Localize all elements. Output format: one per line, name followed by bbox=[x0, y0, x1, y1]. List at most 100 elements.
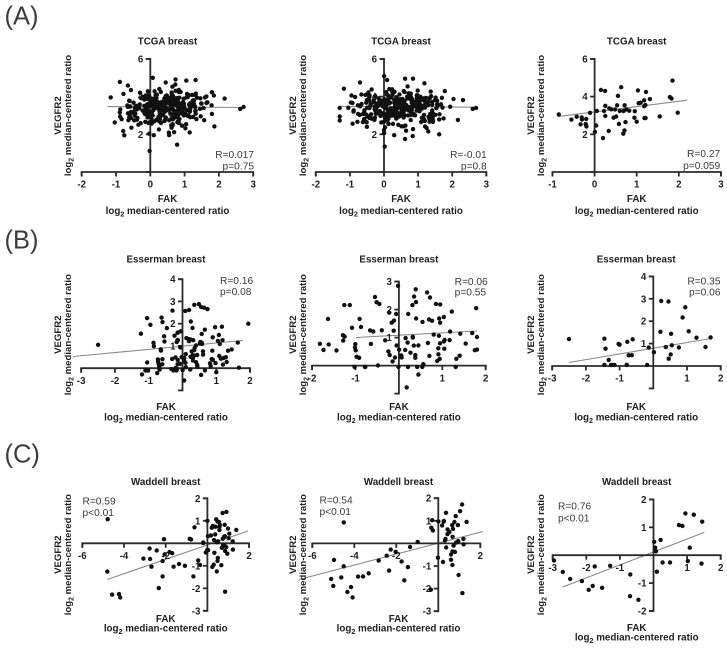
svg-text:R=0.54: R=0.54 bbox=[320, 496, 353, 507]
svg-text:p=0.06: p=0.06 bbox=[689, 288, 721, 299]
svg-text:(A): (A) bbox=[5, 2, 39, 30]
svg-text:2: 2 bbox=[247, 376, 252, 387]
svg-text:R=0.06: R=0.06 bbox=[455, 277, 488, 288]
svg-text:-3: -3 bbox=[548, 563, 557, 574]
svg-text:1: 1 bbox=[214, 376, 220, 387]
svg-text:Esserman breast: Esserman breast bbox=[127, 254, 207, 265]
svg-text:FAK: FAK bbox=[156, 614, 176, 625]
svg-text:1: 1 bbox=[170, 341, 176, 352]
svg-text:p=0.75: p=0.75 bbox=[223, 162, 255, 173]
svg-text:2: 2 bbox=[450, 180, 455, 191]
svg-text:R=0.35: R=0.35 bbox=[687, 276, 720, 287]
svg-text:2: 2 bbox=[138, 130, 143, 141]
svg-text:-3: -3 bbox=[423, 607, 432, 618]
svg-text:-1: -1 bbox=[112, 180, 121, 191]
svg-text:TCGA breast: TCGA breast bbox=[607, 36, 667, 47]
svg-text:-6: -6 bbox=[78, 551, 87, 562]
svg-text:2: 2 bbox=[641, 317, 646, 328]
svg-text:2: 2 bbox=[372, 130, 377, 141]
svg-text:TCGA breast: TCGA breast bbox=[138, 36, 198, 47]
svg-text:2: 2 bbox=[426, 494, 431, 505]
svg-text:-4: -4 bbox=[350, 551, 359, 562]
svg-text:3: 3 bbox=[387, 277, 393, 288]
svg-text:Esserman breast: Esserman breast bbox=[597, 254, 677, 265]
svg-text:6: 6 bbox=[372, 54, 378, 65]
svg-text:2: 2 bbox=[483, 373, 488, 384]
svg-text:log2 median-centered ratio: log2 median-centered ratio bbox=[298, 55, 311, 176]
svg-text:1: 1 bbox=[426, 516, 432, 527]
svg-text:0: 0 bbox=[592, 180, 597, 191]
svg-text:FAK: FAK bbox=[158, 194, 178, 205]
svg-text:2: 2 bbox=[216, 180, 221, 191]
svg-text:0: 0 bbox=[148, 180, 153, 191]
svg-text:log2 median-centered ratio: log2 median-centered ratio bbox=[63, 494, 76, 615]
svg-text:-2: -2 bbox=[582, 374, 591, 385]
svg-text:-2: -2 bbox=[311, 180, 320, 191]
svg-text:VEGFR2: VEGFR2 bbox=[288, 96, 299, 134]
svg-text:log2 median-centered ratio: log2 median-centered ratio bbox=[63, 55, 76, 176]
svg-text:FAK: FAK bbox=[389, 614, 409, 625]
svg-text:VEGFR2: VEGFR2 bbox=[288, 536, 299, 574]
svg-text:-1: -1 bbox=[638, 579, 647, 590]
svg-text:VEGFR2: VEGFR2 bbox=[526, 96, 537, 134]
svg-text:1: 1 bbox=[634, 180, 640, 191]
svg-text:4: 4 bbox=[582, 92, 588, 103]
svg-text:-1: -1 bbox=[423, 562, 432, 573]
svg-text:FAK: FAK bbox=[627, 194, 647, 205]
svg-text:R=0.59: R=0.59 bbox=[83, 496, 116, 507]
svg-text:log2 median-centered ratio: log2 median-centered ratio bbox=[575, 633, 699, 646]
svg-text:1: 1 bbox=[182, 180, 188, 191]
svg-text:log2 median-centered ratio: log2 median-centered ratio bbox=[337, 413, 461, 426]
svg-text:log2 median-centered ratio: log2 median-centered ratio bbox=[106, 206, 230, 219]
svg-text:p=0.08: p=0.08 bbox=[220, 287, 252, 298]
svg-text:FAK: FAK bbox=[627, 623, 647, 634]
svg-text:3: 3 bbox=[641, 294, 647, 305]
svg-text:-1: -1 bbox=[144, 376, 153, 387]
svg-text:R=0.017: R=0.017 bbox=[215, 150, 254, 161]
svg-text:-2: -2 bbox=[582, 563, 591, 574]
svg-text:Esserman breast: Esserman breast bbox=[359, 254, 439, 265]
svg-text:log2 median-centered ratio: log2 median-centered ratio bbox=[104, 413, 228, 426]
svg-text:-1: -1 bbox=[346, 180, 355, 191]
svg-text:log2 median-centered ratio: log2 median-centered ratio bbox=[298, 274, 311, 395]
svg-text:VEGFR2: VEGFR2 bbox=[53, 96, 64, 134]
svg-text:-2: -2 bbox=[638, 607, 647, 618]
svg-text:-6: -6 bbox=[308, 551, 317, 562]
svg-text:2: 2 bbox=[676, 180, 681, 191]
svg-text:p=0.059: p=0.059 bbox=[683, 161, 720, 172]
svg-text:-3: -3 bbox=[548, 374, 557, 385]
svg-text:log2 median-centered ratio: log2 median-centered ratio bbox=[337, 624, 461, 637]
svg-text:log2 median-centered ratio: log2 median-centered ratio bbox=[104, 624, 228, 637]
svg-text:log2 median-centered ratio: log2 median-centered ratio bbox=[298, 494, 311, 615]
svg-text:3: 3 bbox=[170, 297, 176, 308]
svg-text:2: 2 bbox=[478, 551, 483, 562]
svg-text:log2 median-centered ratio: log2 median-centered ratio bbox=[575, 206, 699, 219]
svg-text:-1: -1 bbox=[192, 561, 201, 572]
svg-text:(C): (C) bbox=[5, 440, 40, 468]
svg-text:-3: -3 bbox=[192, 606, 201, 617]
svg-text:R=0.76: R=0.76 bbox=[558, 502, 591, 513]
svg-text:2: 2 bbox=[246, 551, 251, 562]
svg-text:-2: -2 bbox=[308, 373, 317, 384]
svg-text:1: 1 bbox=[684, 374, 690, 385]
svg-text:2: 2 bbox=[718, 563, 723, 574]
svg-text:6: 6 bbox=[138, 54, 144, 65]
svg-text:1: 1 bbox=[415, 180, 421, 191]
svg-text:3: 3 bbox=[718, 180, 724, 191]
svg-text:VEGFR2: VEGFR2 bbox=[288, 316, 299, 354]
svg-text:FAK: FAK bbox=[389, 402, 409, 413]
svg-text:log2 median-centered ratio: log2 median-centered ratio bbox=[339, 206, 463, 219]
svg-text:2: 2 bbox=[170, 319, 175, 330]
svg-text:log2 median-centered ratio: log2 median-centered ratio bbox=[574, 413, 698, 426]
svg-text:TCGA breast: TCGA breast bbox=[371, 36, 431, 47]
svg-text:2: 2 bbox=[582, 130, 587, 141]
svg-text:(B): (B) bbox=[5, 226, 39, 254]
svg-text:log2 median-centered ratio: log2 median-centered ratio bbox=[536, 55, 549, 176]
svg-text:-1: -1 bbox=[351, 373, 360, 384]
svg-text:R=0.27: R=0.27 bbox=[687, 149, 720, 160]
svg-text:3: 3 bbox=[251, 180, 257, 191]
svg-text:-1: -1 bbox=[615, 374, 624, 385]
svg-text:-2: -2 bbox=[423, 584, 432, 595]
svg-text:log2 median-centered ratio: log2 median-centered ratio bbox=[536, 494, 549, 615]
svg-text:-2: -2 bbox=[192, 584, 201, 595]
